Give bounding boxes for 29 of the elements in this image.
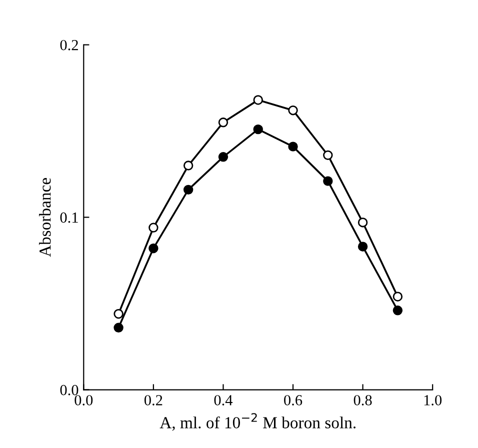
x-tick-label: 1.0 bbox=[424, 395, 442, 406]
y-tick-label: 0.1 bbox=[60, 212, 78, 223]
point bbox=[253, 95, 263, 105]
x-tick-label: 0.8 bbox=[354, 395, 372, 406]
y-tick-label: 0.0 bbox=[60, 384, 78, 396]
point bbox=[183, 160, 194, 170]
point bbox=[183, 184, 194, 195]
x-tick-label: 0.2 bbox=[144, 395, 162, 406]
point bbox=[218, 118, 228, 128]
point bbox=[148, 222, 158, 232]
point bbox=[253, 124, 263, 134]
y-tick-label: 0.2 bbox=[60, 40, 78, 50]
point bbox=[323, 176, 333, 186]
point bbox=[218, 152, 228, 162]
point bbox=[392, 306, 403, 316]
point bbox=[358, 242, 368, 252]
point bbox=[114, 309, 124, 319]
point bbox=[114, 322, 124, 333]
point bbox=[288, 142, 298, 152]
point bbox=[148, 243, 158, 254]
point bbox=[288, 105, 298, 116]
x-tick-label: 0.6 bbox=[284, 395, 302, 406]
x-axis-title: A, ml. of 10$^{−2}$ M boron soln. bbox=[160, 413, 356, 431]
x-tick-label: 0.4 bbox=[214, 395, 233, 406]
y-axis-title: Absorbance bbox=[39, 178, 51, 257]
point bbox=[358, 218, 368, 228]
x-tick-label: 0.0 bbox=[74, 395, 93, 406]
point bbox=[392, 292, 403, 302]
point bbox=[323, 150, 333, 160]
